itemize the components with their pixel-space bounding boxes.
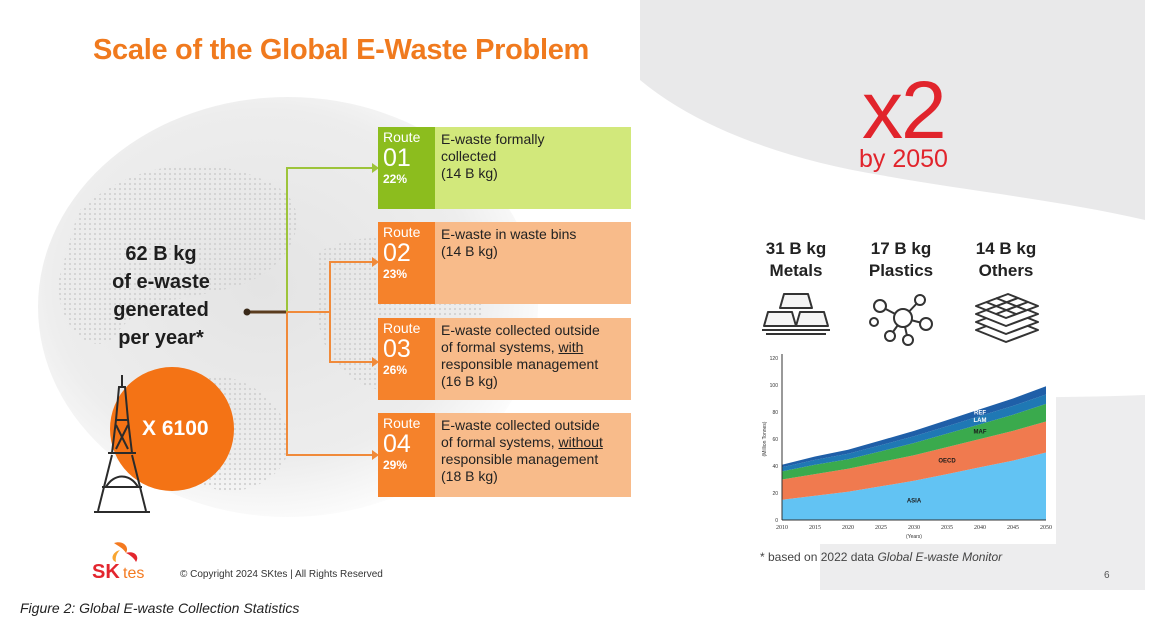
x-tick-label: 2020	[842, 525, 854, 531]
y-axis-label: (Million Tonnes)	[762, 421, 768, 456]
area-oecd	[782, 421, 1046, 500]
route-box-03: Route 03 26% E-waste collected outside o…	[378, 318, 631, 400]
x-axis-label: (Years)	[906, 534, 922, 540]
route-description: E-waste collected outside of formal syst…	[435, 413, 631, 497]
x-tick-label: 2010	[776, 525, 788, 531]
route-number: Route 04 29%	[378, 413, 435, 497]
y-tick-label: 80	[772, 410, 778, 416]
y-tick-label: 120	[770, 356, 779, 362]
page-number: 6	[1104, 570, 1110, 581]
slide-title: Scale of the Global E-Waste Problem	[93, 34, 590, 66]
eiffel-multiplier-circle: X 6100	[110, 367, 234, 491]
route-box-02: Route 02 23% E-waste in waste bins (14 B…	[378, 222, 631, 304]
y-tick-label: 100	[770, 383, 779, 389]
route-description: E-waste in waste bins (14 B kg)	[435, 222, 631, 304]
x-tick-label: 2025	[875, 525, 887, 531]
generated-amount-text: 62 B kg of e-waste generated per year*	[112, 243, 210, 349]
material-others: 14 B kg Others	[975, 239, 1037, 280]
sk-tes-logo: SK tes	[92, 542, 144, 580]
area-ref	[782, 386, 1046, 468]
route-number: Route 02 23%	[378, 222, 435, 304]
series-label-maf: MAF	[974, 430, 987, 436]
y-tick-label: 40	[772, 464, 778, 470]
x-tick-label: 2030	[908, 525, 920, 531]
series-label-oecd: OECD	[938, 459, 956, 465]
series-label-ref: REF	[974, 411, 986, 417]
area-lam	[782, 394, 1046, 472]
x-tick-label: 2045	[1007, 525, 1019, 531]
y-tick-label: 0	[775, 518, 778, 524]
y-tick-label: 60	[772, 437, 778, 443]
footnote: * based on 2022 data Global E-waste Moni…	[760, 550, 1003, 564]
series-label-lam: LAM	[974, 418, 987, 424]
ewaste-area-chart: ASIA OECD MAF LAM REF 0 20 40 60 80 100 120 2010 2015…	[744, 350, 1056, 544]
eiffel-tower-icon	[94, 375, 150, 513]
slide: Scale of the Global E-Waste Problem	[38, 0, 1145, 590]
copyright-text: © Copyright 2024 SKtes | All Rights Rese…	[180, 569, 383, 580]
svg-text:tes: tes	[123, 565, 144, 580]
growth-multiplier: x2	[862, 65, 947, 156]
x-tick-label: 2035	[941, 525, 953, 531]
x-tick-label: 2050	[1040, 525, 1052, 531]
route-description: E-waste collected outside of formal syst…	[435, 318, 631, 400]
area-asia	[782, 452, 1046, 520]
material-plastics: 17 B kg Plastics	[868, 239, 934, 280]
layers-grid-icon	[975, 293, 1039, 343]
molecule-icon	[869, 294, 933, 346]
material-metals: 31 B kg Metals	[765, 239, 827, 280]
metal-bars-icon	[762, 293, 830, 335]
route-description: E-waste formally collected (14 B kg)	[435, 127, 631, 209]
y-tick-label: 20	[772, 491, 778, 497]
series-label-asia: ASIA	[907, 498, 922, 504]
route-box-01: Route 01 22% E-waste formally collected …	[378, 127, 631, 209]
figure-caption: Figure 2: Global E-waste Collection Stat…	[20, 600, 300, 616]
area-maf	[782, 403, 1046, 480]
route-connector-lines	[243, 163, 379, 460]
route-box-04: Route 04 29% E-waste collected outside o…	[378, 413, 631, 497]
svg-text:SK: SK	[92, 561, 120, 580]
growth-year: by 2050	[859, 145, 948, 173]
route-number: Route 03 26%	[378, 318, 435, 400]
x-tick-label: 2015	[809, 525, 821, 531]
x-tick-label: 2040	[974, 525, 986, 531]
route-number: Route 01 22%	[378, 127, 435, 209]
